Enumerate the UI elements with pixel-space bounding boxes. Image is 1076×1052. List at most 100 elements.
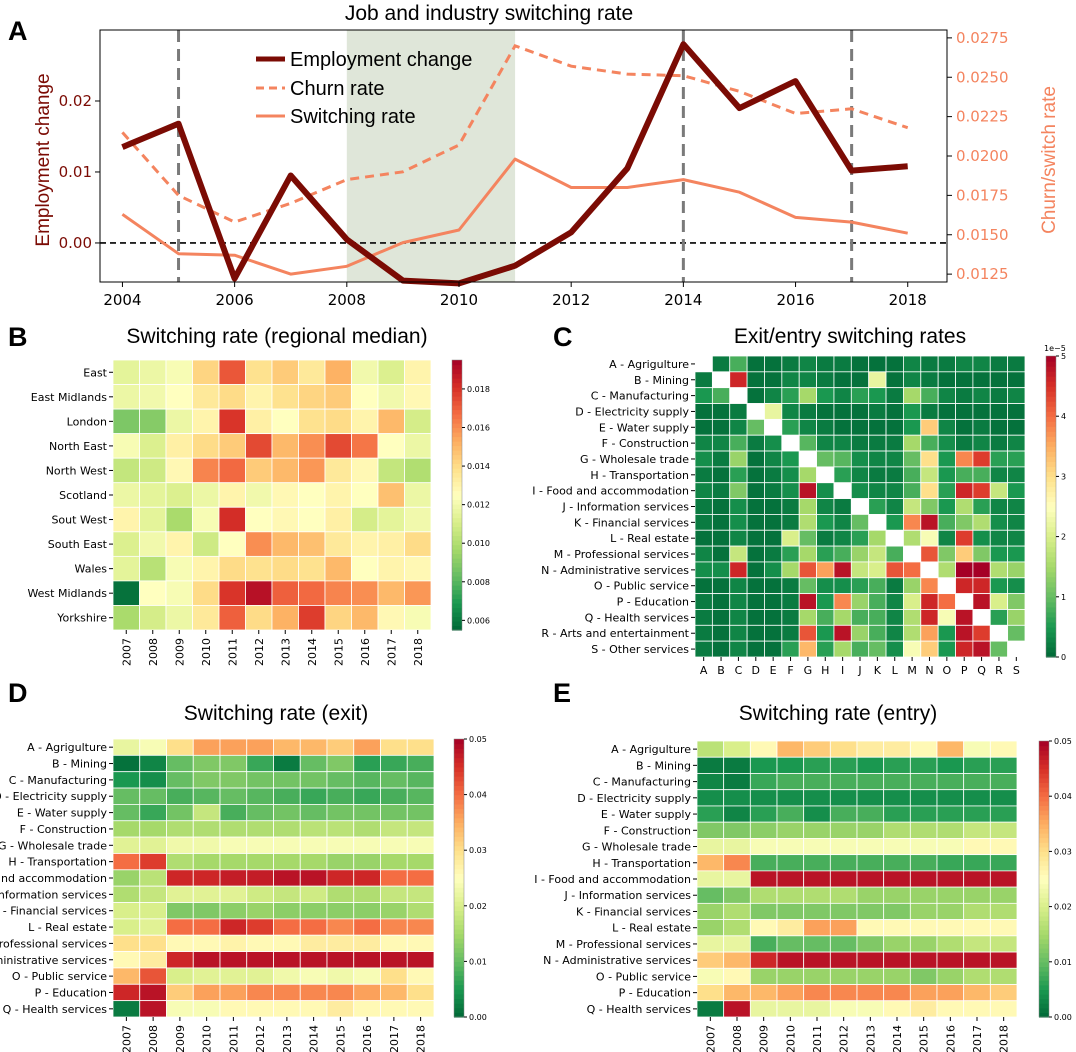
heatmap-cell — [989, 609, 1009, 626]
heatmap-cell — [166, 1000, 194, 1018]
heatmap-cell — [696, 967, 725, 985]
colorbar-segment — [454, 979, 464, 986]
heatmap-cell — [764, 561, 783, 579]
heatmap-cell — [711, 640, 731, 658]
heatmap-cell — [856, 967, 885, 985]
heatmap-cell — [271, 457, 299, 484]
heatmap-cell — [963, 838, 991, 856]
colorbar-segment — [454, 743, 464, 749]
heatmap-cell — [1007, 371, 1026, 389]
colorbar-segment — [1039, 741, 1049, 747]
col-label: L — [892, 664, 899, 677]
heatmap-cell — [139, 605, 167, 631]
heatmap-cell — [829, 1000, 858, 1018]
heatmap-cell — [271, 433, 299, 459]
heatmap-cell — [909, 902, 938, 920]
heatmap-cell — [937, 355, 956, 373]
heatmap-cell — [326, 885, 355, 903]
heatmap-cell — [781, 498, 800, 515]
colorbar-tick-label: 0.014 — [467, 462, 490, 471]
col-label: C — [735, 664, 743, 677]
row-label: Q - Health services — [585, 611, 690, 624]
heatmap-cell — [920, 561, 939, 579]
heatmap-cell — [377, 408, 405, 435]
heatmap-cell — [729, 482, 748, 499]
heatmap-cell — [829, 951, 858, 969]
heatmap-cell — [885, 355, 904, 373]
heatmap-cell — [885, 545, 904, 563]
heatmap-cell — [746, 561, 765, 579]
heatmap-cell — [326, 918, 355, 936]
colorbar-segment — [452, 549, 462, 555]
heatmap-cell — [963, 919, 991, 937]
heatmap-cell — [920, 624, 939, 642]
heatmap-cell — [936, 740, 965, 758]
colorbar-segment — [454, 864, 464, 870]
colorbar-segment — [1046, 581, 1056, 588]
col-label: S — [1013, 664, 1020, 677]
heatmap-cell — [1007, 387, 1026, 404]
colorbar-segment — [452, 405, 462, 411]
heatmap-cell — [406, 820, 435, 838]
heatmap-cell — [273, 934, 301, 952]
heatmap-cell — [380, 836, 408, 854]
heatmap-cell — [816, 529, 835, 547]
heatmap-cell — [298, 457, 326, 484]
heatmap-cell — [353, 869, 381, 887]
heatmap-cell — [245, 433, 273, 459]
heatmap-cell — [883, 935, 911, 953]
heatmap-cell — [139, 836, 167, 854]
y2-tick-label: 0.0250 — [956, 68, 1009, 86]
heatmap-cell — [711, 498, 731, 515]
colorbar-segment — [454, 966, 464, 972]
heatmap-cell — [711, 434, 731, 452]
colorbar-segment — [454, 984, 464, 990]
heatmap-cell — [850, 434, 870, 452]
colorbar-segment — [1046, 591, 1056, 598]
heatmap-cell — [723, 1000, 751, 1018]
heatmap-cell — [955, 529, 974, 547]
heatmap-cell — [219, 836, 248, 854]
colorbar-segment — [1039, 984, 1049, 990]
colorbar-segment — [454, 938, 464, 944]
heatmap-cell — [112, 408, 140, 435]
colorbar-segment — [1039, 851, 1049, 857]
colorbar-segment — [452, 481, 462, 487]
heatmap-cell — [353, 738, 381, 756]
heatmap-cell — [326, 804, 355, 822]
row-label: Sout West — [51, 514, 107, 527]
heatmap-cell — [192, 951, 221, 969]
heatmap-cell — [856, 886, 885, 904]
heatmap-cell — [989, 967, 1018, 985]
series-line-churn-rate — [121, 43, 909, 224]
colorbar-segment — [1039, 1012, 1049, 1018]
heatmap-cell — [920, 545, 939, 563]
legend-label-switch: Switching rate — [290, 106, 416, 128]
heatmap-cell — [885, 450, 904, 468]
heatmap-cell — [955, 514, 974, 531]
heatmap-cell — [729, 640, 748, 658]
heatmap-cell — [351, 555, 379, 582]
heatmap-cell — [816, 355, 835, 373]
heatmap-cell — [219, 951, 248, 969]
colorbar-segment — [452, 450, 462, 456]
heatmap-cell — [972, 624, 991, 642]
colorbar-segment — [454, 975, 464, 981]
heatmap-cell — [798, 371, 817, 389]
row-label: Q - Health services — [587, 1003, 692, 1016]
heatmap-cell — [729, 624, 748, 642]
heatmap-cell — [798, 482, 817, 499]
heatmap-cell — [749, 821, 778, 839]
heatmap-cell — [883, 773, 911, 791]
heatmap-cell — [353, 771, 381, 789]
heatmap-cell — [909, 951, 938, 969]
colorbar-segment — [1046, 406, 1056, 412]
panel-d: D Switching rate (exit) A - Agrigulture B… — [0, 678, 487, 1052]
heatmap-cell — [885, 434, 904, 452]
heatmap-cell — [192, 983, 221, 1002]
heatmap-cell — [868, 434, 887, 452]
heatmap-cell — [1007, 355, 1026, 373]
colorbar-segment — [1046, 441, 1056, 447]
heatmap-cell — [139, 754, 167, 773]
heatmap-cell — [972, 403, 991, 420]
